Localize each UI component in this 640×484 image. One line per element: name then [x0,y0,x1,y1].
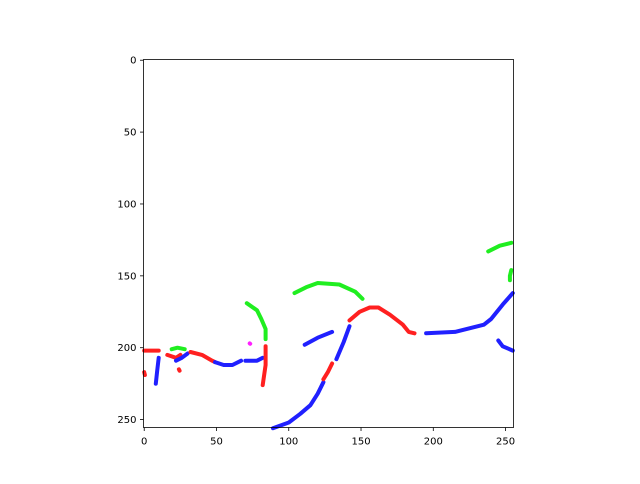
curve-segment [172,348,185,350]
y-tick-label: 150 [117,271,136,282]
y-tick-label: 0 [130,56,136,67]
x-tick-label: 0 [141,437,147,448]
y-tick-label: 100 [117,199,136,210]
x-tick-label: 150 [351,437,370,448]
curve-segment [179,369,180,370]
y-tick-label: 200 [117,343,136,354]
y-tick-label: 50 [124,128,137,139]
curve-segment [510,270,511,280]
x-tick-label: 200 [424,437,443,448]
x-tick-label: 100 [279,437,298,448]
y-tick-label: 250 [117,415,136,426]
x-tick-label: 250 [496,437,515,448]
curve-segment [144,372,145,375]
x-tick-label: 50 [210,437,223,448]
